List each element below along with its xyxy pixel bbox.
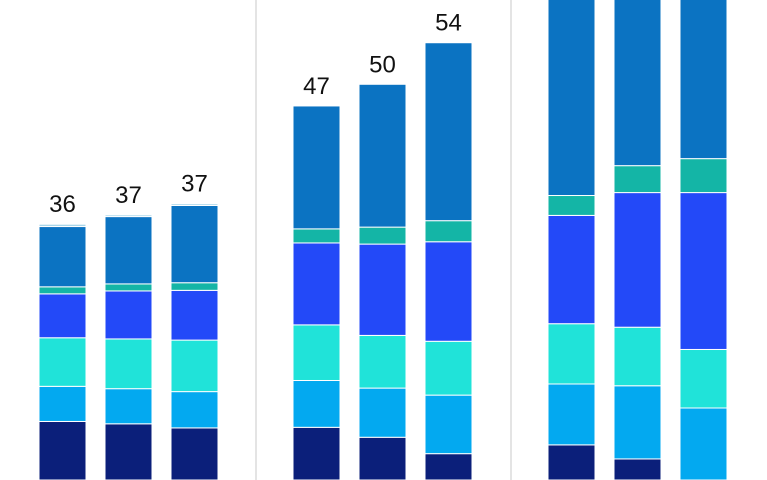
bar-segment-g1-b1-s6 <box>38 226 87 288</box>
bar-segment-g2-b1-s5 <box>292 228 341 244</box>
bar-segment-g1-b3-s4 <box>170 289 219 341</box>
bar-segment-g2-b2-s1 <box>358 436 407 480</box>
bar-segment-g2-b2-s5 <box>358 226 407 245</box>
bar-segment-g1-b3-s2 <box>170 391 219 429</box>
bar-segment-g3-b3-s4 <box>679 192 728 350</box>
bar-segment-g3-b1-s2 <box>547 383 596 446</box>
bar-segment-g3-b2-s2 <box>613 385 662 460</box>
bar-segment-g3-b1-s4 <box>547 214 596 325</box>
bar-segment-g2-b1-s1 <box>292 426 341 480</box>
bar-segment-g1-b2-s2 <box>104 388 153 425</box>
bar-total-label: 37 <box>115 182 142 209</box>
bar-segment-g3-b1-s5 <box>547 195 596 216</box>
bar-segment-g1-b1-s4 <box>38 293 87 339</box>
bar-segment-g2-b3-s3 <box>424 340 473 396</box>
bar-total-label: 36 <box>49 191 76 218</box>
bar-segment-g2-b2-s6 <box>358 83 407 228</box>
bar-segment-g3-b3-s2 <box>679 407 728 480</box>
bar-segment-g2-b3-s1 <box>424 453 473 480</box>
bar-segment-g3-b2-s3 <box>613 326 662 387</box>
bar-segment-g1-b1-s3 <box>38 337 87 387</box>
bar-segment-g2-b1-s3 <box>292 324 341 381</box>
bar-segment-g1-b2-s4 <box>104 290 153 340</box>
bar-segment-g2-b2-s4 <box>358 243 407 336</box>
bar-segment-g1-b2-s6 <box>104 216 153 285</box>
bar-segment-g2-b3-s2 <box>424 394 473 455</box>
bar-segment-g3-b1-s6 <box>547 0 596 197</box>
bar-series <box>38 0 728 480</box>
bar-segment-g1-b3-s7 <box>170 203 219 206</box>
bar-total-label: 37 <box>181 171 208 198</box>
bar-segment-g3-b1-s1 <box>547 444 596 480</box>
bar-segment-g1-b2-s7 <box>104 214 153 218</box>
bar-segment-g1-b1-s1 <box>38 420 87 480</box>
bar-segment-g2-b2-s3 <box>358 334 407 389</box>
bar-segment-g3-b2-s6 <box>613 0 662 167</box>
bar-segment-g3-b2-s1 <box>613 458 662 480</box>
bar-segment-g1-b2-s5 <box>104 283 153 292</box>
bar-segment-g1-b2-s3 <box>104 338 153 390</box>
bar-segment-g2-b3-s5 <box>424 220 473 243</box>
bar-total-label: 54 <box>435 10 462 37</box>
bar-segment-g1-b1-s7 <box>38 223 87 228</box>
bar-segment-g1-b1-s5 <box>38 286 87 295</box>
bar-segment-g2-b1-s4 <box>292 242 341 326</box>
bar-total-label: 50 <box>369 51 396 78</box>
bar-segment-g1-b3-s6 <box>170 204 219 284</box>
bar-segment-g2-b3-s6 <box>424 42 473 222</box>
bar-segment-g2-b1-s2 <box>292 379 341 428</box>
bar-total-label: 47 <box>303 73 330 100</box>
bar-segment-g1-b3-s1 <box>170 427 219 480</box>
bar-segment-g3-b3-s5 <box>679 158 728 194</box>
bar-segment-g3-b3-s6 <box>679 0 728 160</box>
bar-segment-g1-b3-s3 <box>170 339 219 393</box>
bar-segment-g1-b3-s5 <box>170 282 219 291</box>
bar-segment-g1-b1-s2 <box>38 385 87 422</box>
bar-segment-g2-b3-s4 <box>424 241 473 342</box>
bar-segment-g1-b2-s1 <box>104 423 153 480</box>
bar-segment-g2-b2-s2 <box>358 387 407 438</box>
bar-segment-g3-b2-s5 <box>613 165 662 194</box>
bar-segment-g3-b1-s3 <box>547 323 596 385</box>
bar-segment-g2-b1-s6 <box>292 105 341 230</box>
bar-segment-g3-b2-s4 <box>613 192 662 328</box>
total-labels: 36 37 37 47 50 54 <box>49 10 462 218</box>
bar-segment-g3-b3-s3 <box>679 348 728 409</box>
